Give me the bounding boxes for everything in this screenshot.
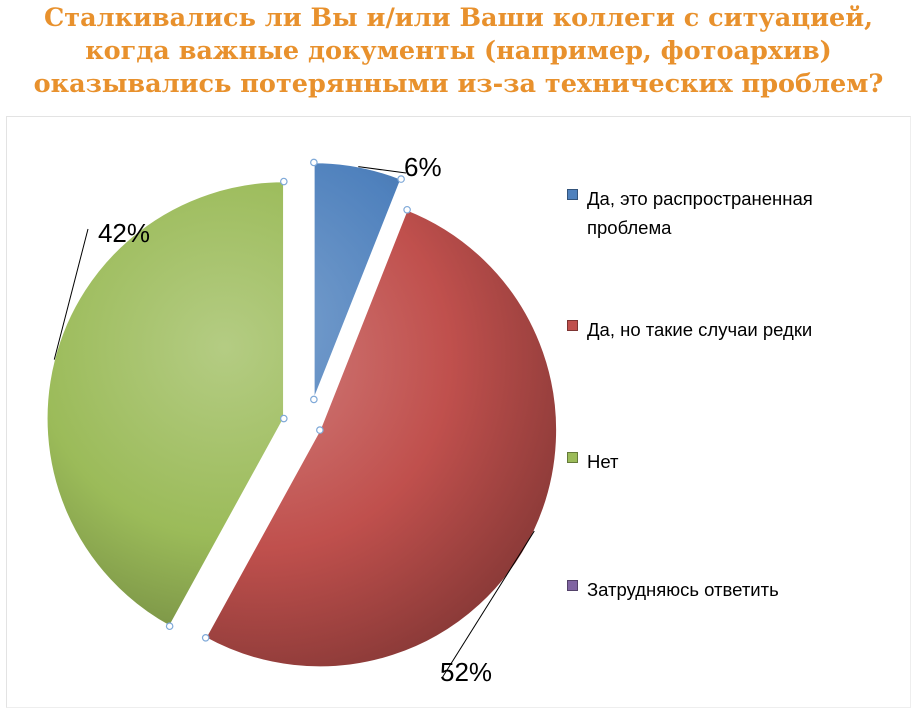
data-label-да-но-такие-случаи-редки: 52%	[440, 657, 492, 687]
slice-handle	[165, 622, 174, 631]
legend-swatch	[567, 580, 578, 591]
slice-handle	[310, 158, 318, 167]
legend-swatch	[567, 189, 578, 200]
slice-handle	[280, 414, 288, 423]
legend-label: Да, но такие случаи редки	[587, 315, 887, 344]
legend-label-line: Да, но такие случаи редки	[587, 319, 813, 340]
selection-handles	[165, 158, 411, 642]
chart-title: Сталкивались ли Вы и/или Ваши коллеги с …	[0, 2, 917, 101]
data-label-да-это-распространенная-проблема: 6%	[404, 152, 442, 182]
leader-line-нет	[53, 228, 89, 360]
slice-handle	[316, 426, 324, 434]
chart-area	[6, 116, 911, 708]
legend-swatch	[567, 320, 578, 331]
legend-label-line: Затрудняюсь ответить	[587, 579, 779, 600]
slice-handle	[280, 177, 288, 186]
legend-swatch	[567, 452, 578, 463]
slice-handle	[201, 633, 210, 642]
leader-lines	[53, 166, 535, 679]
legend: Да, это распространенная проблема Да, но т…	[567, 0, 897, 709]
legend-label-line: Да, это распространенная	[587, 188, 813, 209]
chart-title-line-2: когда важные документы (например, фотоар…	[85, 36, 832, 66]
chart-title-line-1: Сталкивались ли Вы и/или Ваши коллеги с …	[44, 3, 873, 33]
legend-label: Да, это распространенная проблема	[587, 184, 887, 242]
slice-handle	[397, 175, 405, 183]
legend-label: Затрудняюсь ответить	[587, 575, 887, 604]
leader-line-да-но-такие-случаи-редки	[441, 530, 535, 679]
slice-handle	[403, 205, 411, 214]
chart-title-line-3: оказывались потерянными из-за технически…	[33, 69, 884, 99]
slice-handle	[310, 395, 318, 404]
legend-label: Нет	[587, 447, 887, 476]
legend-label-line: Нет	[587, 451, 619, 472]
leader-line-да-это-распространенная-проблема	[358, 166, 407, 174]
data-labels: 6% 52% 42%	[98, 152, 492, 687]
data-label-нет: 42%	[98, 218, 150, 248]
legend-label-line: проблема	[587, 217, 672, 238]
